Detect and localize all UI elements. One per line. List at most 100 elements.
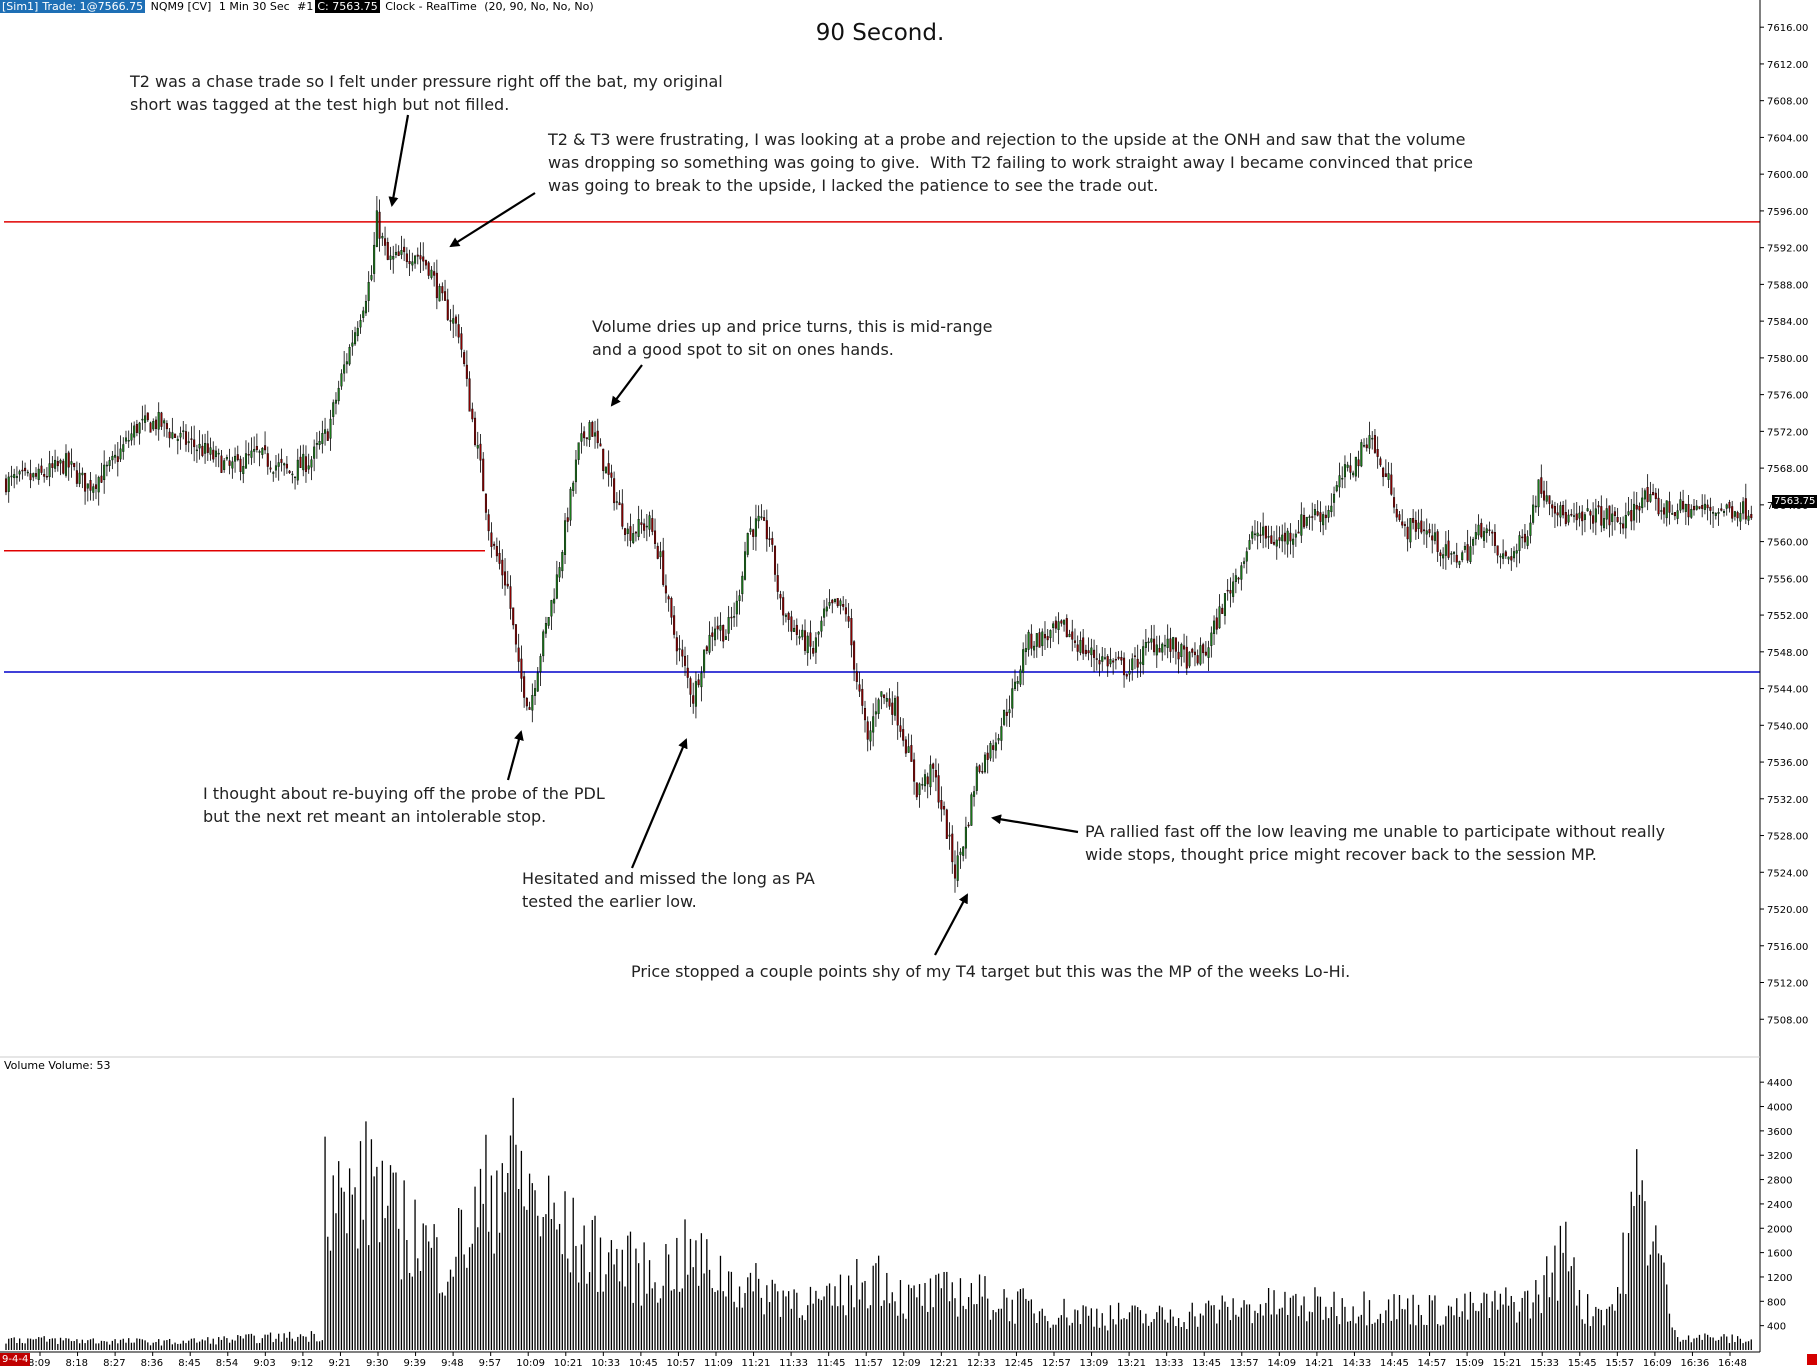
candle-body: [277, 462, 280, 467]
candle-body: [37, 468, 40, 480]
candle-body: [1706, 504, 1709, 509]
candle-body: [1417, 522, 1420, 530]
candle-body: [288, 470, 291, 474]
candle-body: [1570, 513, 1573, 516]
volume-tick-label: 400: [1767, 1322, 1786, 1333]
candle-body: [692, 695, 695, 704]
candle-body: [89, 480, 92, 491]
params-label: (20, 90, No, No, No): [484, 0, 594, 13]
candle-body: [656, 545, 659, 559]
annotation-arrows: [388, 114, 1079, 956]
candle-body: [1649, 494, 1652, 502]
candle-body: [1586, 508, 1589, 512]
candle-body: [962, 846, 965, 856]
candle-body: [1406, 526, 1409, 540]
candle-body: [1534, 505, 1537, 508]
candle-body: [1354, 456, 1357, 477]
candle-body: [569, 488, 572, 521]
candle-body: [493, 543, 496, 546]
candle-body: [624, 528, 627, 535]
instrument-label: NQM9 [CV]: [150, 0, 212, 13]
candle-body: [424, 260, 427, 266]
time-tick-label: 8:27: [103, 1358, 125, 1369]
price-tick-label: 7592.00: [1767, 244, 1808, 255]
candle-body: [56, 461, 59, 467]
candle-body: [602, 448, 605, 472]
candle-body: [1518, 535, 1521, 551]
candle-body: [967, 824, 970, 827]
candle-body: [1153, 638, 1156, 653]
candle-body: [1338, 475, 1341, 488]
candle-body: [910, 745, 913, 762]
time-tick-label: 13:09: [1080, 1358, 1109, 1369]
candle-body: [1521, 536, 1524, 539]
candle-body: [1376, 449, 1379, 457]
candle-body: [242, 466, 245, 475]
candle-body: [1082, 637, 1085, 654]
candle-body: [1583, 514, 1586, 520]
volume-tick-label: 3600: [1767, 1127, 1792, 1138]
candle-body: [1747, 515, 1750, 521]
candle-body: [923, 774, 927, 787]
candle-body: [1559, 505, 1562, 518]
candle-body: [1543, 490, 1546, 501]
volume-tick-label: 1200: [1767, 1273, 1792, 1284]
candle-body: [1654, 492, 1657, 499]
candle-body: [1578, 512, 1581, 519]
candle-body: [165, 423, 168, 430]
candle-body: [844, 607, 847, 615]
candle-body: [1207, 647, 1210, 658]
candle-body: [1420, 520, 1423, 533]
candle-body: [318, 441, 321, 446]
candle-body: [594, 432, 597, 437]
candle-body: [337, 387, 340, 402]
candle-body: [1736, 512, 1739, 519]
candle-body: [907, 746, 910, 753]
candle-body: [1283, 532, 1286, 542]
candle-body: [1093, 649, 1096, 658]
candle-body: [1161, 643, 1164, 653]
price-tick-label: 7604.00: [1767, 133, 1808, 144]
candle-body: [741, 575, 744, 595]
candle-body: [553, 598, 556, 604]
candle-body: [1322, 514, 1325, 526]
annotation-price-stopped: Price stopped a couple points shy of my …: [631, 962, 1351, 981]
candle-body: [1414, 520, 1417, 532]
candle-body: [1319, 512, 1322, 522]
volume-tick-label: 800: [1767, 1297, 1786, 1308]
candle-body: [321, 432, 324, 444]
candle-body: [823, 608, 826, 618]
annotation-arrow: [388, 114, 410, 207]
candle-body: [694, 681, 697, 707]
candle-body: [454, 316, 457, 324]
candle-body: [1469, 546, 1472, 563]
time-tick-label: 15:33: [1530, 1358, 1559, 1369]
candle-body: [1163, 644, 1166, 647]
candle-body: [1744, 498, 1747, 520]
time-tick-label: 14:57: [1418, 1358, 1447, 1369]
volume-tick-label: 3200: [1767, 1151, 1792, 1162]
price-tick-label: 7576.00: [1767, 391, 1808, 402]
candle-body: [517, 647, 520, 662]
candle-body: [1692, 505, 1696, 511]
candle-body: [1112, 660, 1115, 663]
session-badge: 9-4-4: [0, 1353, 31, 1366]
candle-body: [1608, 505, 1611, 526]
candle-body: [1123, 657, 1126, 676]
time-tick-label: 15:57: [1605, 1358, 1634, 1369]
candle-body: [746, 533, 749, 555]
candle-body: [304, 456, 307, 472]
candle-body: [1237, 577, 1240, 580]
volume-tick-label: 2000: [1767, 1224, 1792, 1235]
candle-body: [1022, 649, 1025, 673]
candle-body: [812, 648, 815, 654]
candle-body: [168, 431, 171, 439]
alert-icon[interactable]: [1807, 1354, 1817, 1365]
candle-body: [1352, 472, 1355, 476]
candle-body: [373, 244, 376, 274]
candle-body: [258, 451, 261, 453]
candle-body: [757, 515, 760, 522]
candle-body: [1128, 670, 1131, 675]
candle-body: [198, 443, 201, 449]
